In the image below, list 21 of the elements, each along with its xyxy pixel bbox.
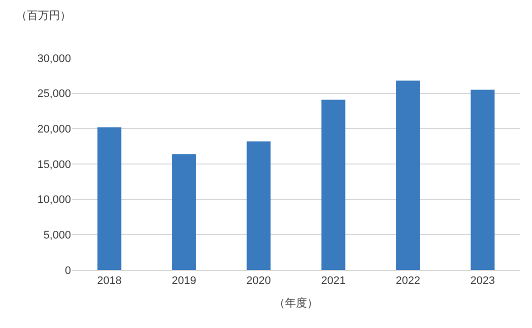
y-axis-title: （百万円） [16, 9, 71, 22]
bar [246, 141, 271, 270]
bar [97, 127, 122, 270]
bar [321, 100, 346, 270]
y-tick-label: 0 [64, 264, 71, 277]
y-tick-label: 10,000 [37, 194, 71, 206]
x-tick-label: 2018 [97, 275, 122, 288]
x-tick-label: 2022 [396, 275, 420, 288]
x-tick-label: 2020 [246, 275, 271, 288]
x-tick-label: 2021 [321, 275, 346, 288]
bar [172, 154, 196, 270]
y-tick-label: 15,000 [37, 158, 71, 171]
y-tick-label: 20,000 [37, 124, 71, 136]
y-tick-label: 25,000 [37, 88, 71, 100]
bar [470, 90, 495, 270]
x-tick-label: 2023 [470, 275, 495, 288]
bar [396, 80, 420, 270]
y-tick-label: 5,000 [43, 230, 71, 242]
x-axis-title: （年度） [274, 296, 318, 310]
x-tick-label: 2019 [172, 275, 196, 288]
y-tick-label: 30,000 [37, 52, 71, 65]
